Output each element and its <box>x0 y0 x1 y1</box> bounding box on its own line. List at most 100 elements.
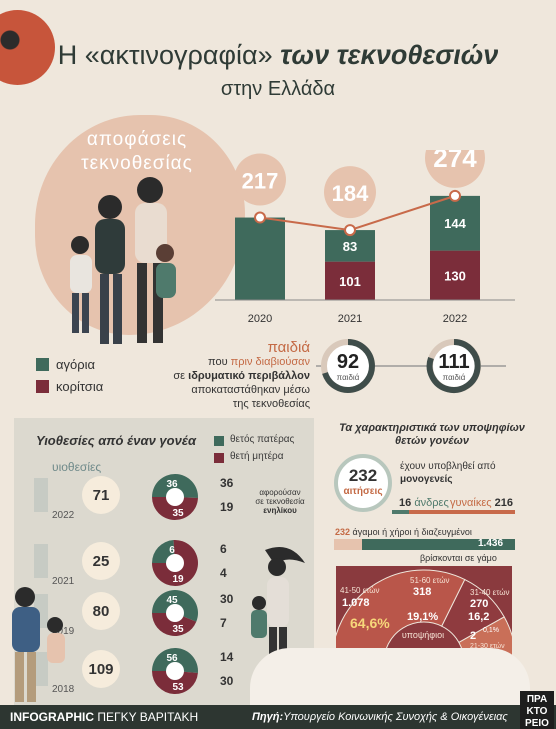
x-label-2020: 2020 <box>248 313 272 325</box>
men-bar <box>392 510 409 514</box>
row-right-top-2018: 14 <box>220 650 234 664</box>
bar-boys-2022 <box>430 195 480 251</box>
total-bubble-2020 <box>234 153 286 206</box>
donut-father-slice <box>152 473 198 499</box>
row-right-top-2022: 36 <box>220 476 234 490</box>
legend-father-label: θετός πατέρας <box>230 434 295 445</box>
row-donut-2018: 56 53 <box>152 648 198 694</box>
trend-point-2020 <box>254 211 266 224</box>
age-31-40-label: 31-40 ετών <box>470 588 510 597</box>
row-right-top-2019: 30 <box>220 592 234 606</box>
label-girls-2021: 101 <box>339 274 361 289</box>
age-21-30-label: 21-30 ετών <box>470 643 505 650</box>
donut-father-label: 6 <box>169 545 175 556</box>
married-count: 1.436 <box>478 538 504 549</box>
age-31-40-pct: 16,2 <box>468 611 490 623</box>
donut-mother-label: 53 <box>172 682 184 693</box>
trend-point-2021 <box>344 224 356 237</box>
donut-hole <box>166 488 184 506</box>
donut-hole <box>166 554 184 572</box>
ring-label-2022: παιδιά <box>442 373 466 382</box>
legend-boys-label: αγόρια <box>56 357 96 372</box>
row-marker <box>34 544 48 578</box>
row-marker <box>34 652 48 686</box>
donut-father-label: 36 <box>166 479 178 490</box>
donut-mother-label: 35 <box>172 508 184 519</box>
row-total-2021: 25 <box>82 542 120 580</box>
mother-child-illustration <box>251 546 305 667</box>
page-title: Η «ακτινογραφία» των τεκνοθεσιών <box>57 40 499 70</box>
decisions-title: αποφάσεις τεκνοθεσίας <box>81 129 193 174</box>
page-subtitle: στην Ελλάδα <box>220 78 336 100</box>
ring-label-2021: παιδιά <box>336 373 360 382</box>
row-total-2019: 80 <box>82 592 120 630</box>
donut-mother-slice <box>152 671 198 694</box>
legend-girls-label: κορίτσια <box>56 379 104 394</box>
women-count: γυναίκες 216 <box>450 497 513 509</box>
donut-hole <box>166 604 184 622</box>
age-41-50-pct: 64,6% <box>350 615 390 631</box>
row-right-bottom-2018: 30 <box>220 674 234 688</box>
donut-mother-label: 19 <box>172 574 184 585</box>
x-label-2021: 2021 <box>338 313 362 325</box>
legend-boys-swatch <box>36 358 49 371</box>
unmarried-bar <box>334 539 362 550</box>
row-year-2018: 2018 <box>52 684 75 695</box>
bar-total-2020 <box>235 217 285 300</box>
donut-mother-slice <box>152 613 197 636</box>
single-parent-title: Υιοθεσίες από έναν γονέα <box>36 433 197 448</box>
row-right-bottom-2022: 19 <box>220 500 234 514</box>
age-51-60-pct: 19,1% <box>407 611 439 623</box>
total-bubble-2021 <box>324 166 376 219</box>
married-label: βρίσκονται σε γάμο <box>420 553 497 563</box>
row-donut-2022: 36 35 <box>152 473 198 520</box>
row-year-2021: 2021 <box>52 576 75 587</box>
applicants-title: Τα χαρακτηριστικά των υποψηφίων θετών γο… <box>339 422 525 447</box>
donut-father-label: 45 <box>166 595 178 606</box>
institution-rings <box>316 339 506 393</box>
legend-mother-label: θετή μητέρα <box>230 451 284 462</box>
age-21-30-count: 2 <box>470 630 477 642</box>
age-slice-41-50 ετών <box>336 569 466 663</box>
row-donut-2019: 45 35 <box>152 590 198 636</box>
donut-father-slice <box>152 648 198 673</box>
age-41-50-count: 1.078 <box>342 597 370 609</box>
cloud-decor <box>250 648 530 708</box>
unmarried-note: 232 άγαμοι ή χήροι ή διαζευγμένοι <box>335 527 472 537</box>
legend-girls-swatch <box>36 380 49 393</box>
label-boys-2022: 144 <box>444 216 466 231</box>
applications-circle: 232 αιτήσεις <box>334 454 392 512</box>
age-51-60-label: 51-60 ετών <box>410 576 450 585</box>
row-right-bottom-2021: 4 <box>220 566 227 580</box>
age-31-40-count: 270 <box>470 598 489 610</box>
parent-child-illustration <box>12 587 65 702</box>
adult-adoption-note: αφορούσαν σε τεκνοθεσία ενηλίκου <box>255 488 305 515</box>
row-donut-2021: 6 19 <box>152 540 198 586</box>
trend-point-2022 <box>449 189 461 202</box>
total-label-2022: 274 <box>433 150 477 173</box>
institution-note: παιδιά που πριν διαβιούσαν σε ιδρυματικό… <box>173 339 310 410</box>
row-total-2022: 71 <box>82 476 120 514</box>
row-total-2018: 109 <box>82 650 120 688</box>
bar-girls-2021 <box>325 261 375 300</box>
women-bar <box>409 510 515 514</box>
footer-bar <box>0 705 556 729</box>
row-marker <box>34 478 48 512</box>
men-count: 16 άνδρες <box>399 497 449 509</box>
family-illustration <box>70 177 176 344</box>
age-41-50-label: 41-50 ετών <box>340 586 380 595</box>
footer-credit: INFOGRAPHIC ΠΕΓΚΥ ΒΑΡΙΤΑΚΗ <box>10 710 199 724</box>
footer-source: Πηγή:Υπουργείο Κοινωνικής Συνοχής & Οικο… <box>252 711 508 723</box>
row-right-bottom-2019: 7 <box>220 616 227 630</box>
row-year-2022: 2022 <box>52 510 75 521</box>
age-21-30-pct: 0,1% <box>483 627 499 634</box>
total-label-2020: 217 <box>242 169 279 194</box>
x-label-2022: 2022 <box>443 313 467 325</box>
donut-mother-slice <box>152 497 198 520</box>
candidates-label: υποψήφιοι <box>401 630 445 640</box>
total-bubble-2022 <box>425 150 485 188</box>
legend-father-swatch <box>214 436 224 446</box>
adoptions-header: υιοθεσίες <box>52 460 102 474</box>
single-parent-note: έχουν υποβληθεί από μονογενείς <box>400 461 496 485</box>
brand-logo: ΠΡΑ ΚΤΟ ΡΕΙΟ <box>520 691 554 729</box>
